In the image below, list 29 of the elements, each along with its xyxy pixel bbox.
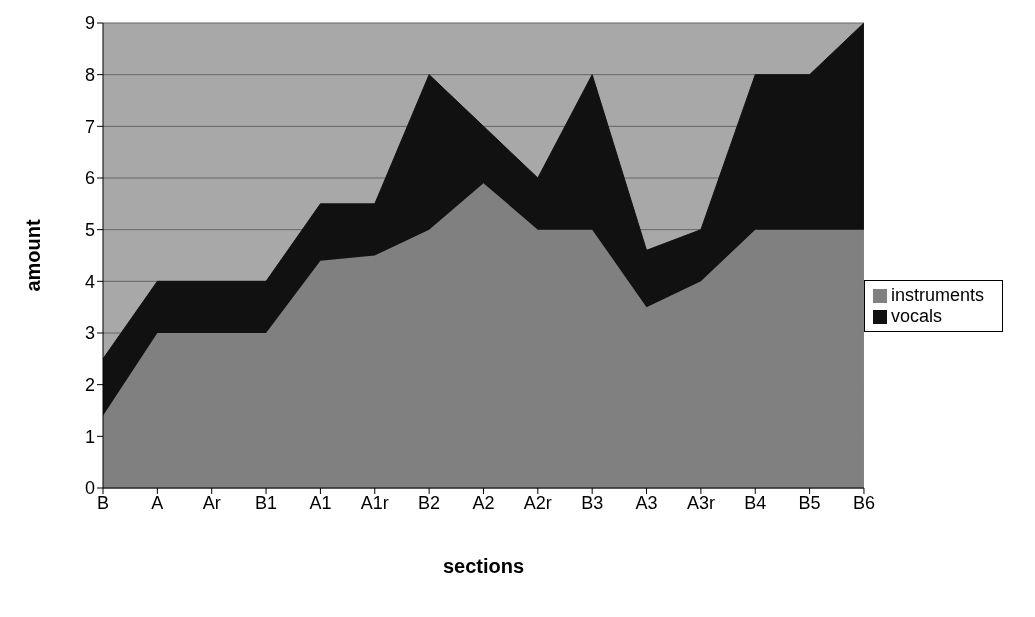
legend-label: instruments (890, 284, 984, 305)
legend-label: vocals (890, 305, 942, 326)
x-tick-label: A2r (523, 492, 552, 513)
x-tick-label: A1r (360, 492, 389, 513)
x-tick-label: A (151, 492, 164, 513)
x-tick-label: A3r (686, 492, 715, 513)
y-tick-label: 5 (84, 220, 95, 241)
x-tick-label: A2 (472, 492, 495, 513)
y-tick-label: 9 (84, 13, 95, 34)
y-axis-title: amount (22, 219, 45, 292)
x-tick-label: B (96, 492, 110, 513)
x-tick-label: B1 (255, 492, 278, 513)
y-tick-label: 6 (84, 168, 95, 189)
y-tick-label: 3 (84, 323, 95, 344)
y-tick-label: 7 (84, 116, 95, 137)
y-tick-label: 2 (84, 375, 95, 396)
x-tick-label: A3 (635, 492, 658, 513)
y-tick-label: 0 (84, 478, 95, 499)
x-tick-label: A1 (309, 492, 332, 513)
y-tick-label: 1 (84, 426, 95, 447)
x-tick-label: B2 (418, 492, 441, 513)
y-tick-label: 4 (84, 271, 95, 292)
x-axis-title: sections (442, 555, 525, 577)
x-tick-label: Ar (202, 492, 221, 513)
x-tick-label: B4 (744, 492, 767, 513)
x-tick-label: B6 (852, 492, 875, 513)
x-tick-label: B5 (798, 492, 821, 513)
x-tick-label: B3 (581, 492, 604, 513)
y-tick-label: 8 (84, 65, 95, 86)
